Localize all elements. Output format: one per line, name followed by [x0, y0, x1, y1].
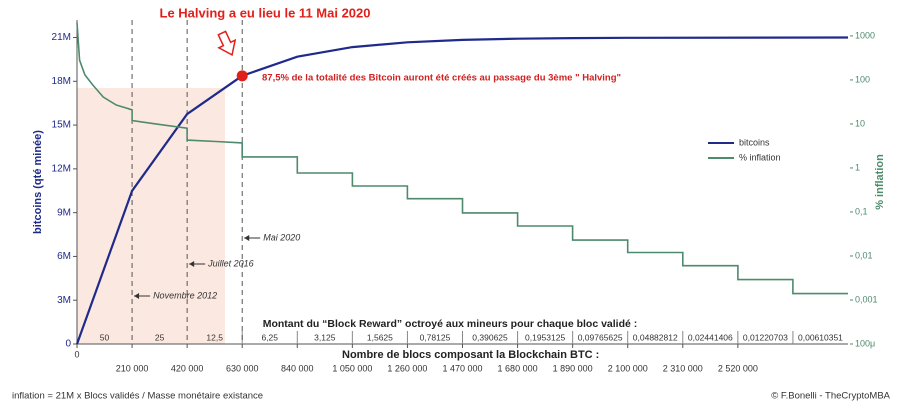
arrow-icon: [217, 30, 237, 57]
y2-tick-label: 0,1: [855, 206, 868, 216]
x-tick-label: 2 520 000: [718, 363, 758, 373]
annotation: 87,5% de la totalité des Bitcoin auront …: [262, 73, 621, 84]
x-tick-label: 2 100 000: [608, 363, 648, 373]
x-tick-label: 1 260 000: [387, 363, 427, 373]
block-reward-value: 12,5: [206, 332, 223, 342]
y-tick-label: 18M: [52, 76, 71, 87]
y2-tick-label: 1: [855, 162, 860, 172]
block-reward-value: 0,1953125: [525, 332, 565, 342]
y2-tick-label: 100μ: [855, 338, 875, 348]
block-reward-value: 0,04882812: [633, 332, 678, 342]
block-reward-value: 0,390625: [472, 332, 508, 342]
block-reward-value: 50: [100, 332, 110, 342]
x-tick-label: 840 000: [281, 363, 314, 373]
y-tick-label: 3M: [57, 295, 71, 306]
y2-tick-label: 0,001: [855, 294, 878, 304]
shaded-period: [77, 88, 225, 344]
x-tick-label: 2 310 000: [663, 363, 703, 373]
y2-tick-label: 100: [855, 74, 870, 84]
x-tick-label: 1 680 000: [498, 363, 538, 373]
series-line: [76, 22, 848, 295]
block-reward-value: 1,5625: [367, 332, 393, 342]
event-arrowhead: [244, 235, 250, 241]
block-reward-value: 0,02441406: [688, 332, 733, 342]
block-reward-value: 0,09765625: [578, 332, 623, 342]
x-tick-label: 1 890 000: [553, 363, 593, 373]
x-tick-label: 1 470 000: [442, 363, 482, 373]
y-tick-label: 6M: [57, 251, 71, 262]
legend-label: bitcoins: [739, 137, 770, 147]
block-reward-value: 0,78125: [420, 332, 451, 342]
footer-right: © F.Bonelli - TheCryptoMBA: [771, 391, 890, 402]
x-tick-label: 210 000: [116, 363, 149, 373]
x-tick-label: 1 050 000: [332, 363, 372, 373]
y2-tick-label: 0,01: [855, 250, 873, 260]
y-tick-label: 0: [65, 339, 71, 350]
x-tick-label: 630 000: [226, 363, 259, 373]
block-reward-value: 0,00610351: [798, 332, 843, 342]
block-reward-value: 0,01220703: [743, 332, 788, 342]
chart-title: Le Halving a eu lieu le 11 Mai 2020: [160, 5, 371, 20]
event-label: Juillet 2016: [207, 258, 254, 268]
y-tick-label: 12M: [52, 164, 71, 175]
y-axis-label: bitcoins (qté minée): [32, 130, 44, 234]
highlight-point: [236, 70, 248, 82]
block-reward-value: 25: [155, 332, 165, 342]
footer-left: inflation = 21M x Blocs validés / Masse …: [12, 391, 263, 402]
block-reward-value: 3,125: [314, 332, 336, 342]
y-tick-label: 21M: [52, 32, 71, 43]
y2-tick-label: 1000: [855, 30, 875, 40]
y2-axis-label: % inflation: [874, 154, 886, 210]
block-reward-label: Montant du “Block Reward” octroyé aux mi…: [263, 318, 638, 330]
x-tick-label: 420 000: [171, 363, 204, 373]
legend-label: % inflation: [739, 152, 781, 162]
y-tick-label: 9M: [57, 207, 71, 218]
x-tick-label: 0: [74, 349, 79, 359]
event-arrowhead: [134, 293, 140, 299]
y2-tick-label: 10: [855, 118, 865, 128]
event-label: Mai 2020: [263, 232, 300, 242]
y-tick-label: 15M: [52, 120, 71, 131]
event-label: Novembre 2012: [153, 290, 217, 300]
x-axis-label: Nombre de blocs composant la Blockchain …: [342, 349, 599, 361]
block-reward-value: 6,25: [261, 332, 278, 342]
event-arrowhead: [189, 261, 195, 267]
